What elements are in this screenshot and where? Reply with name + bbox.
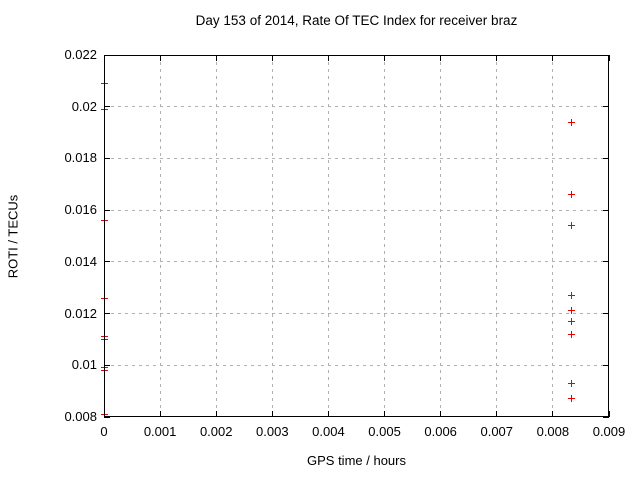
x-tick-label: 0	[100, 424, 108, 439]
gridline-horizontal	[104, 106, 609, 108]
gridline-vertical	[215, 55, 217, 417]
y-tick-label: 0.014	[64, 253, 97, 269]
gridline-vertical	[327, 55, 329, 417]
y-tick-mark	[104, 209, 110, 211]
x-tick-label: 0.002	[199, 424, 233, 439]
plot-area	[100, 54, 610, 418]
data-point-marker	[568, 291, 576, 299]
data-point-marker	[100, 366, 108, 374]
gridline-vertical	[440, 55, 442, 417]
x-tick-mark	[159, 411, 161, 417]
x-tick-mark	[103, 55, 105, 61]
y-tick-mark	[104, 106, 110, 108]
gridline-vertical	[552, 55, 554, 417]
x-axis-title: GPS time / hours	[307, 453, 406, 468]
x-tick-label: 0.001	[143, 424, 177, 439]
y-tick-mark	[603, 54, 609, 56]
x-tick-mark	[103, 411, 105, 417]
data-point-marker	[568, 317, 576, 325]
x-tick-label: 0.009	[592, 424, 626, 439]
y-tick-mark	[603, 416, 609, 418]
x-tick-mark	[608, 55, 610, 61]
y-tick-label: 0.016	[64, 202, 97, 218]
x-tick-mark	[384, 55, 386, 61]
data-point-marker	[568, 118, 576, 126]
y-tick-mark	[603, 261, 609, 263]
gridline-vertical	[496, 55, 498, 417]
data-point-marker	[100, 216, 108, 224]
x-tick-mark	[496, 55, 498, 61]
data-point-marker	[100, 79, 108, 87]
x-tick-label: 0.004	[312, 424, 345, 439]
data-point-marker	[568, 191, 576, 199]
y-tick-label: 0.012	[64, 305, 97, 321]
data-point-marker	[568, 307, 576, 315]
y-tick-label: 0.02	[71, 98, 97, 114]
x-tick-mark	[496, 411, 498, 417]
x-tick-mark	[608, 411, 610, 417]
y-tick-label: 0.01	[71, 357, 97, 373]
y-tick-mark	[104, 54, 110, 56]
x-tick-label: 0.008	[536, 424, 570, 439]
y-tick-mark	[104, 364, 110, 366]
y-tick-mark	[603, 209, 609, 211]
y-tick-mark	[104, 313, 110, 315]
x-tick-label: 0.007	[480, 424, 514, 439]
chart-title: Day 153 of 2014, Rate Of TEC Index for r…	[195, 13, 518, 28]
x-tick-mark	[552, 55, 554, 61]
gridline-horizontal	[104, 157, 609, 159]
gridline-horizontal	[104, 261, 609, 263]
x-tick-mark	[327, 411, 329, 417]
x-tick-mark	[327, 55, 329, 61]
gridline-vertical	[384, 55, 386, 417]
data-point-marker	[568, 330, 576, 338]
gridline-horizontal	[104, 313, 609, 315]
x-tick-mark	[159, 55, 161, 61]
y-tick-mark	[603, 157, 609, 159]
y-tick-label: 0.018	[64, 150, 97, 166]
x-tick-label: 0.006	[424, 424, 457, 439]
x-tick-mark	[440, 55, 442, 61]
gridline-vertical	[159, 55, 161, 417]
data-point-marker	[100, 294, 108, 302]
data-point-marker	[568, 222, 576, 230]
y-tick-mark	[104, 261, 110, 263]
y-tick-mark	[603, 106, 609, 108]
data-point-marker	[100, 335, 108, 343]
data-point-marker	[568, 379, 576, 387]
data-point-marker	[568, 395, 576, 403]
y-tick-label: 0.008	[64, 409, 97, 424]
x-tick-mark	[271, 55, 273, 61]
x-tick-mark	[384, 411, 386, 417]
y-tick-label: 0.022	[64, 47, 97, 62]
plot-frame	[104, 55, 609, 417]
x-tick-mark	[271, 411, 273, 417]
x-tick-mark	[552, 411, 554, 417]
gridline-horizontal	[104, 209, 609, 211]
y-tick-mark	[603, 313, 609, 315]
gridline-vertical	[271, 55, 273, 417]
x-tick-label: 0.003	[256, 424, 289, 439]
gridline-horizontal	[104, 364, 609, 366]
y-tick-mark	[104, 416, 110, 418]
y-tick-mark	[603, 364, 609, 366]
x-tick-mark	[215, 411, 217, 417]
x-tick-label: 0.005	[368, 424, 401, 439]
x-tick-mark	[440, 411, 442, 417]
x-tick-mark	[215, 55, 217, 61]
y-tick-mark	[104, 157, 110, 159]
